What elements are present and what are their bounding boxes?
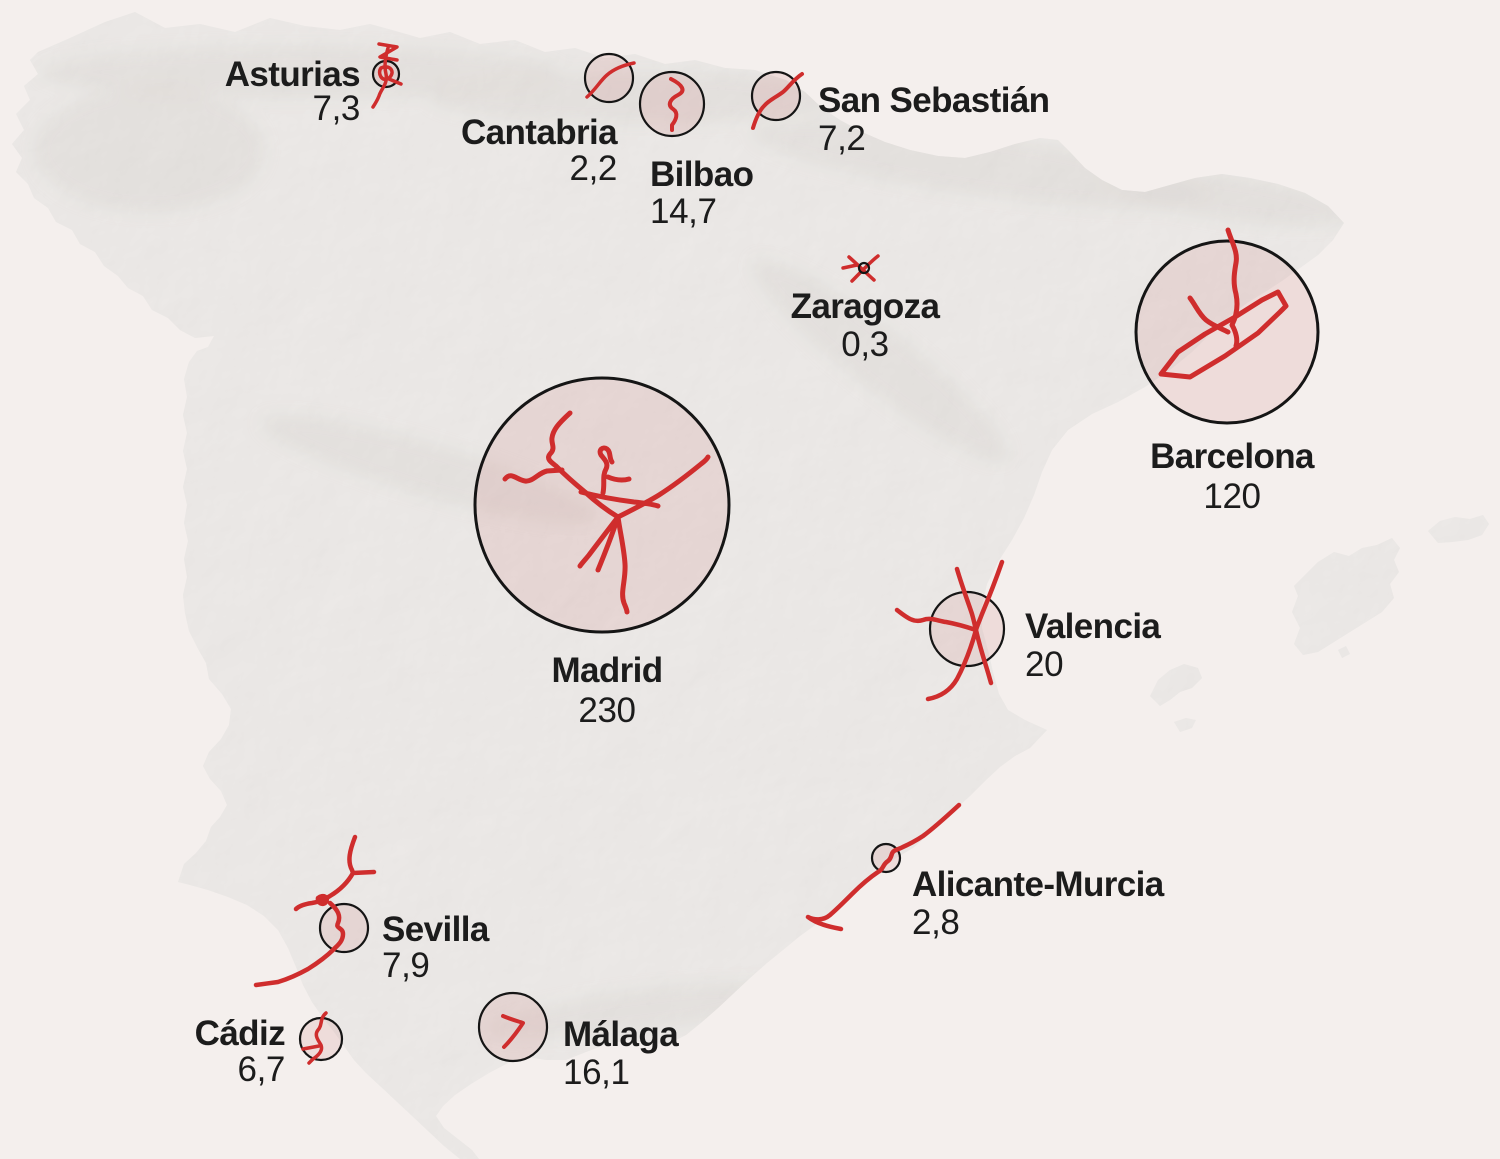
- madrid-label: Madrid: [551, 651, 662, 690]
- asturias-network-lines: [371, 42, 403, 109]
- malaga-label: Málaga: [563, 1015, 679, 1054]
- city-valencia: Valencia 20: [894, 559, 1162, 702]
- city-sevilla: Sevilla 7,9: [253, 834, 490, 988]
- cantabria-value: 2,2: [570, 149, 617, 188]
- san-sebastian-value: 7,2: [818, 119, 865, 158]
- barcelona-network-lines: [1158, 227, 1289, 380]
- bilbao-label: Bilbao: [650, 155, 754, 194]
- malaga-circle: [477, 991, 549, 1063]
- barcelona-label: Barcelona: [1150, 437, 1315, 476]
- malaga-network-lines: [501, 1014, 525, 1049]
- alicante-murcia-value: 2,8: [912, 903, 959, 942]
- asturias-value: 7,3: [313, 89, 360, 128]
- cantabria-network-lines: [585, 61, 636, 99]
- bilbao-network-lines: [667, 77, 685, 132]
- san-sebastian-network-lines: [751, 72, 804, 130]
- city-cadiz: Cádiz 6,7: [195, 1011, 344, 1089]
- city-malaga: Málaga 16,1: [477, 991, 680, 1092]
- san-sebastian-label: San Sebastián: [818, 81, 1049, 120]
- sevilla-label: Sevilla: [382, 910, 490, 949]
- zaragoza-circle: [857, 261, 871, 275]
- cantabria-circle: [583, 52, 635, 104]
- city-barcelona: Barcelona 120: [1134, 227, 1320, 516]
- valencia-network-lines: [894, 559, 1005, 702]
- city-alicante-murcia: Alicante-Murcia 2,8: [805, 802, 1165, 942]
- alicante-murcia-network-lines: [805, 802, 962, 932]
- sevilla-value: 7,9: [382, 946, 429, 985]
- iberia-landmass: [12, 12, 1489, 1159]
- bilbao-circle: [638, 70, 706, 138]
- cadiz-value: 6,7: [238, 1050, 285, 1089]
- city-asturias: Asturias 7,3: [225, 42, 403, 128]
- zaragoza-label: Zaragoza: [791, 287, 941, 326]
- city-zaragoza: Zaragoza 0,3: [791, 254, 941, 364]
- malaga-value: 16,1: [563, 1053, 630, 1092]
- cadiz-network-lines: [301, 1011, 328, 1065]
- city-san-sebastian: San Sebastián 7,2: [750, 70, 1050, 158]
- city-madrid: Madrid 230: [473, 376, 731, 730]
- alicante-murcia-label: Alicante-Murcia: [912, 865, 1165, 904]
- bilbao-value: 14,7: [650, 192, 717, 231]
- madrid-network-lines: [502, 410, 711, 615]
- asturias-label: Asturias: [225, 55, 360, 94]
- cantabria-label: Cantabria: [461, 113, 618, 152]
- cadiz-label: Cádiz: [195, 1014, 285, 1053]
- madrid-value: 230: [578, 691, 635, 730]
- city-bilbao: Bilbao 14,7: [638, 70, 754, 231]
- valencia-value: 20: [1025, 645, 1063, 684]
- city-cantabria: Cantabria 2,2: [461, 52, 636, 188]
- zaragoza-network-lines: [841, 254, 880, 283]
- valencia-label: Valencia: [1025, 607, 1161, 646]
- barcelona-value: 120: [1203, 477, 1260, 516]
- sevilla-circle: [318, 902, 370, 954]
- zaragoza-value: 0,3: [841, 325, 888, 364]
- sevilla-network-lines: [253, 834, 377, 988]
